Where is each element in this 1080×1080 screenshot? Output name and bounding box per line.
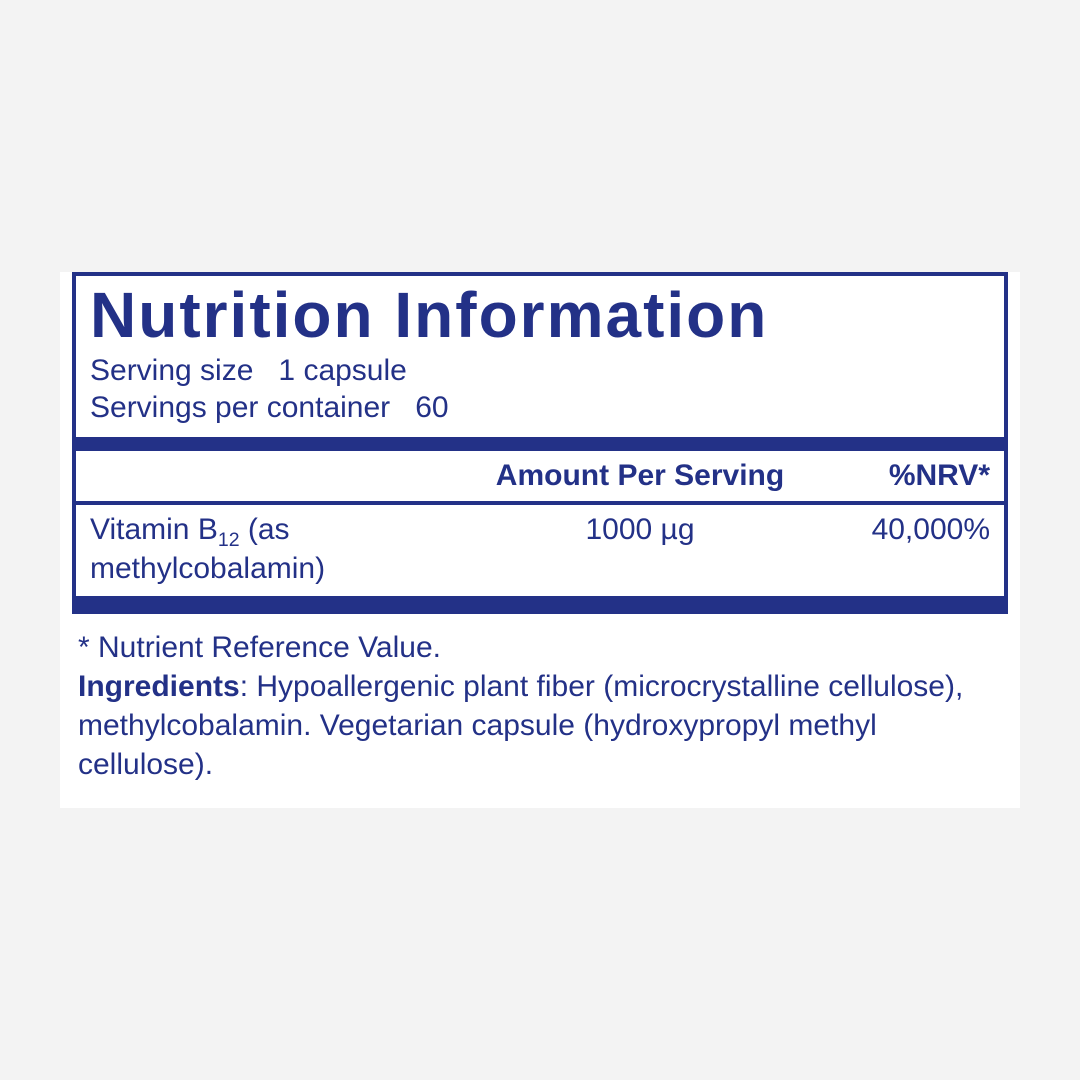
serving-info: Serving size 1 capsule Servings per cont… xyxy=(76,350,1004,437)
nutrient-nrv: 40,000% xyxy=(790,513,990,586)
divider-bar-bottom xyxy=(76,596,1004,610)
table-header: Amount Per Serving %NRV* xyxy=(76,451,1004,501)
ingredients-line: Ingredients: Hypoallergenic plant fiber … xyxy=(78,667,1002,784)
serving-size-line: Serving size 1 capsule xyxy=(90,352,990,390)
nutrient-amount: 1000 µg xyxy=(490,513,790,586)
footnotes: * Nutrient Reference Value. Ingredients:… xyxy=(60,614,1020,784)
nutrition-box: Nutrition Information Serving size 1 cap… xyxy=(72,272,1008,613)
serving-size-label: Serving size xyxy=(90,352,253,390)
servings-per-container-label: Servings per container xyxy=(90,389,390,427)
servings-per-container-value: 60 xyxy=(415,391,448,424)
divider-bar xyxy=(76,437,1004,451)
serving-size-value: 1 capsule xyxy=(278,354,406,387)
panel-title: Nutrition Information xyxy=(76,276,1004,349)
ingredients-label: Ingredients xyxy=(78,670,240,703)
servings-per-container-line: Servings per container 60 xyxy=(90,389,990,427)
nutrient-name: Vitamin B12 (as methylcobalamin) xyxy=(90,513,490,586)
nrv-footnote: * Nutrient Reference Value. xyxy=(78,628,1002,667)
nutrition-panel: Nutrition Information Serving size 1 cap… xyxy=(60,272,1020,807)
col-nrv: %NRV* xyxy=(790,459,990,493)
table-row: Vitamin B12 (as methylcobalamin) 1000 µg… xyxy=(76,505,1004,596)
col-amount: Amount Per Serving xyxy=(490,459,790,493)
